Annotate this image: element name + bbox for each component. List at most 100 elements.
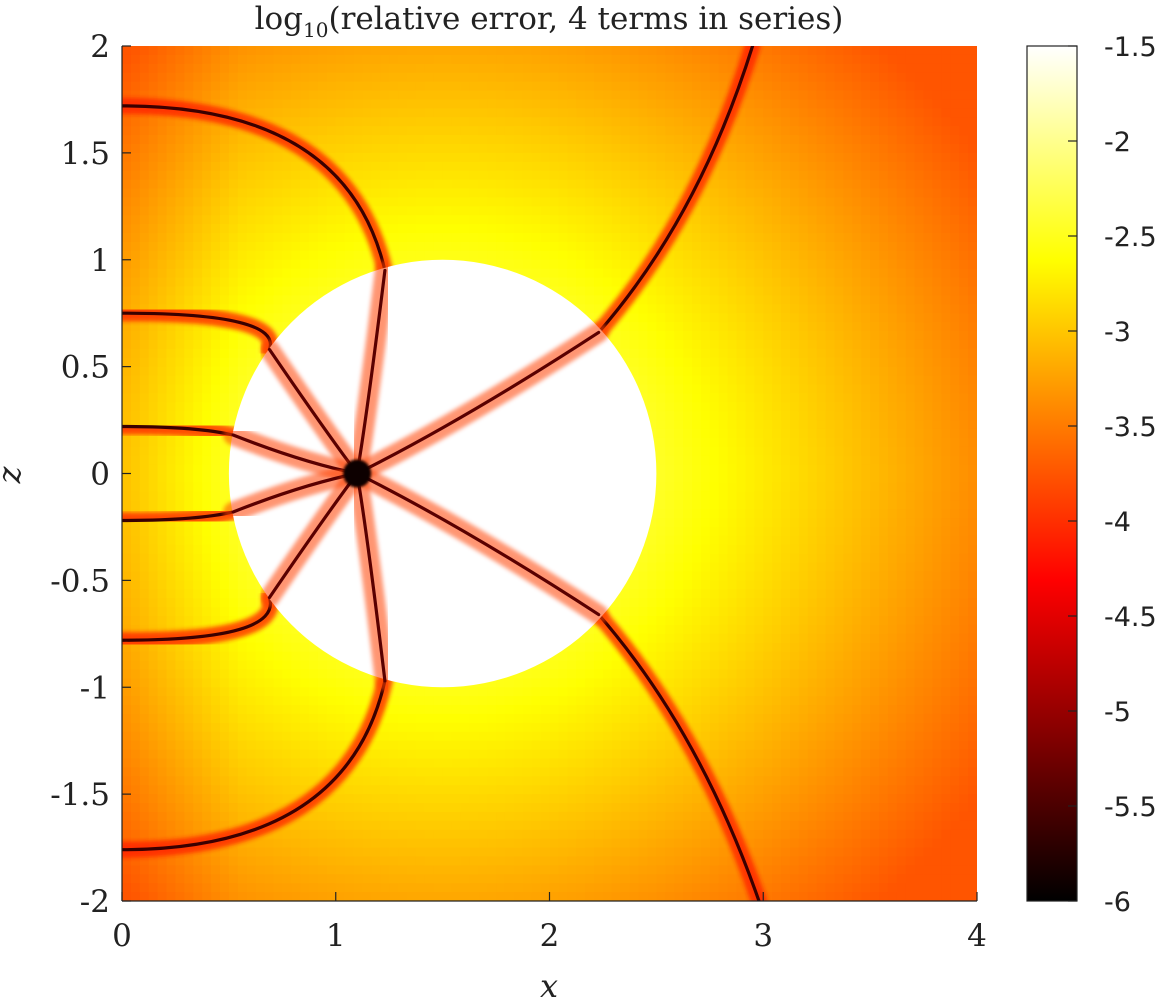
- field-cell: [309, 740, 319, 751]
- field-cell: [157, 402, 168, 412]
- field-cell: [122, 206, 132, 216]
- field-cell: [478, 63, 488, 74]
- field-cell: [496, 224, 506, 234]
- field-cell: [193, 295, 203, 305]
- field-cell: [407, 224, 417, 234]
- field-cell: [371, 767, 381, 777]
- field-cell: [130, 126, 141, 136]
- field-cell: [228, 339, 239, 350]
- field-cell: [522, 758, 533, 769]
- field-cell: [469, 179, 479, 190]
- field-cell: [202, 794, 212, 804]
- field-cell: [193, 366, 203, 377]
- field-cell: [282, 90, 292, 101]
- field-cell: [193, 250, 203, 261]
- field-cell: [139, 250, 150, 261]
- field-cell: [442, 206, 453, 216]
- field-cell: [246, 233, 257, 243]
- field-cell: [184, 589, 194, 599]
- field-cell: [139, 526, 150, 537]
- field-cell: [139, 598, 150, 608]
- field-cell: [460, 740, 470, 751]
- field-cell: [442, 143, 453, 154]
- field-cell: [237, 357, 248, 368]
- field-cell: [202, 892, 212, 901]
- field-cell: [237, 295, 248, 305]
- field-cell: [451, 687, 462, 697]
- field-cell: [211, 206, 221, 216]
- field-cell: [317, 838, 328, 849]
- field-cell: [300, 660, 310, 671]
- field-cell: [504, 874, 515, 884]
- field-cell: [246, 277, 257, 288]
- field-cell: [309, 81, 319, 92]
- field-cell: [576, 170, 586, 181]
- field-cell: [513, 856, 524, 866]
- field-cell: [148, 322, 159, 332]
- field-cell: [433, 847, 444, 858]
- field-cell: [264, 313, 275, 323]
- field-cell: [219, 518, 230, 528]
- field-cell: [576, 651, 586, 662]
- field-cell: [148, 526, 159, 537]
- field-cell: [282, 776, 292, 786]
- field-cell: [424, 215, 435, 225]
- field-cell: [273, 161, 283, 172]
- field-cell: [567, 259, 577, 270]
- field-cell: [576, 126, 586, 136]
- field-cell: [513, 90, 524, 101]
- field-cell: [139, 616, 150, 626]
- field-cell: [326, 678, 337, 688]
- field-cell: [130, 678, 141, 688]
- field-cell: [166, 241, 177, 252]
- field-cell: [166, 811, 177, 822]
- field-cell: [122, 46, 132, 56]
- field-cell: [380, 758, 390, 769]
- field-cell: [549, 811, 560, 822]
- field-cell: [193, 170, 203, 181]
- field-cell: [157, 161, 168, 172]
- field-cell: [193, 767, 203, 777]
- field-cell: [496, 687, 506, 697]
- field-cell: [326, 259, 337, 270]
- field-cell: [139, 170, 150, 181]
- field-cell: [184, 865, 194, 875]
- field-cell: [558, 72, 568, 83]
- field-cell: [175, 366, 185, 377]
- field-cell: [389, 722, 399, 733]
- field-cell: [531, 758, 542, 769]
- field-cell: [362, 669, 372, 679]
- field-cell: [398, 126, 408, 136]
- field-cell: [193, 375, 203, 386]
- field-cell: [317, 892, 328, 901]
- field-cell: [122, 722, 132, 733]
- field-cell: [175, 161, 185, 172]
- field-cell: [175, 749, 185, 760]
- field-cell: [139, 535, 150, 546]
- field-cell: [122, 491, 132, 501]
- field-cell: [273, 865, 283, 875]
- field-cell: [255, 295, 266, 305]
- field-cell: [193, 90, 203, 101]
- field-cell: [478, 135, 488, 145]
- field-cell: [487, 188, 497, 199]
- field-cell: [567, 838, 577, 849]
- field-cell: [513, 99, 524, 109]
- field-cell: [415, 63, 426, 74]
- field-cell: [148, 553, 159, 564]
- field-cell: [540, 54, 551, 65]
- field-cell: [202, 883, 212, 893]
- field-cell: [148, 616, 159, 626]
- field-cell: [344, 117, 355, 127]
- field-cell: [148, 277, 159, 288]
- field-cell: [576, 785, 586, 795]
- field-cell: [237, 776, 248, 786]
- field-cell: [433, 215, 444, 225]
- field-cell: [211, 126, 221, 136]
- field-cell: [273, 731, 283, 742]
- field-cell: [130, 339, 141, 350]
- field-cell: [255, 197, 266, 207]
- field-cell: [300, 81, 310, 92]
- field-cell: [291, 794, 301, 804]
- field-cell: [184, 571, 194, 581]
